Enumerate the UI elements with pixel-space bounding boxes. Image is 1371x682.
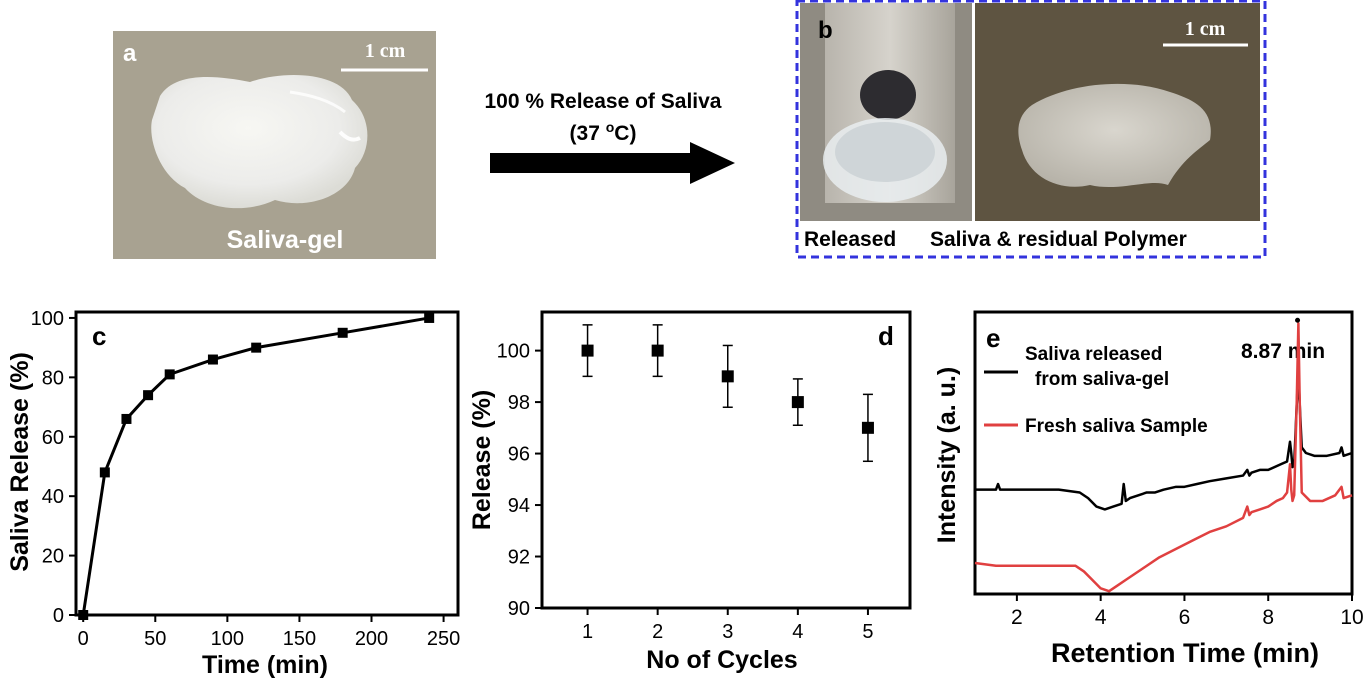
residual-polymer <box>1018 83 1211 188</box>
right-arrow-icon <box>490 142 735 184</box>
chart-c-data-point <box>251 342 262 353</box>
panel-b-caption-left: Released <box>804 228 896 251</box>
chart-c-x-tick-label: 100 <box>211 628 244 650</box>
chart-d-data-point <box>721 370 734 383</box>
chart-c-data-point <box>164 369 175 380</box>
chart-e-legend-label-1a: Saliva released <box>1025 344 1162 365</box>
panel-b-photos: b 1 cm Released Saliva & residual Polyme… <box>795 0 1267 259</box>
chart-c-data-point <box>143 390 154 401</box>
chart-d-x-tick-label: 4 <box>792 621 803 643</box>
chart-c-y-axis-label: Saliva Release (%) <box>6 352 34 572</box>
chart-d: d Release (%) No of Cycles 1 2 3 4 5 90 92 94 96… <box>468 310 912 674</box>
chart-c-x-tick-label: 0 <box>78 628 89 650</box>
chart-d-y-tick-label: 90 <box>508 598 530 620</box>
chart-c-data-point <box>121 413 132 424</box>
chart-c-y-tick-label: 100 <box>31 308 64 330</box>
chart-c-x-tick-label: 250 <box>427 628 460 650</box>
chart-d-x-tick-label: 3 <box>722 621 733 643</box>
chart-c-data-point <box>99 467 110 478</box>
release-arrow-group: 100 % Release of Saliva (37 oC) <box>485 90 735 184</box>
chart-d-x-tick-label: 5 <box>862 621 873 643</box>
chart-e-legend-label-1b: from saliva-gel <box>1035 369 1169 390</box>
chart-d-x-tick-label: 1 <box>582 621 593 643</box>
panel-b-scale-label: 1 cm <box>1185 18 1226 40</box>
chart-e: e Intensity (a. u.) Retention Time (min)… <box>933 310 1364 668</box>
chart-d-data-point <box>651 344 664 357</box>
chart-e-x-tick-label: 4 <box>1095 606 1107 629</box>
chart-e-x-tick-label: 8 <box>1262 606 1274 629</box>
chart-c-data-point <box>78 610 89 620</box>
chart-c-letter: c <box>92 321 106 351</box>
chart-d-y-tick-label: 92 <box>508 547 530 569</box>
chart-c-x-axis-label: Time (min) <box>202 651 328 679</box>
chart-d-x-tick-label: 2 <box>652 621 663 643</box>
chart-d-y-tick-label: 98 <box>508 392 530 414</box>
panel-a-caption: Saliva-gel <box>227 226 344 254</box>
chart-c-data-point <box>207 354 218 365</box>
chart-e-peak-marker <box>1295 317 1301 323</box>
chart-d-y-tick-label: 96 <box>508 444 530 466</box>
chart-c-y-tick-label: 20 <box>42 546 64 568</box>
saliva-gel-blob <box>151 75 368 209</box>
chart-c-data-point <box>337 327 348 338</box>
chart-c-x-tick-label: 150 <box>283 628 316 650</box>
panel-a-scale-label: 1 cm <box>365 40 406 62</box>
chart-d-letter: d <box>878 321 894 351</box>
chart-e-y-axis-label: Intensity (a. u.) <box>933 367 961 543</box>
arrow-label-line2: (37 oC) <box>570 119 637 145</box>
chart-c-y-tick-label: 0 <box>53 605 64 627</box>
chart-e-x-axis-label: Retention Time (min) <box>1051 638 1319 668</box>
chart-d-y-axis-label: Release (%) <box>468 390 496 530</box>
chart-c-x-tick-label: 200 <box>355 628 388 650</box>
chart-c-data-point <box>424 312 435 323</box>
chart-d-plot-frame <box>540 310 912 610</box>
chart-c-y-tick-label: 40 <box>42 486 64 508</box>
chart-e-x-tick-label: 10 <box>1340 606 1363 629</box>
chart-c-y-tick-label: 60 <box>42 427 64 449</box>
chart-d-data-point <box>791 396 804 409</box>
chart-d-y-tick-label: 94 <box>508 495 530 517</box>
chart-d-y-tick-label: 100 <box>497 341 530 363</box>
chart-e-legend-label-2: Fresh saliva Sample <box>1025 416 1208 437</box>
panel-b-letter: b <box>818 17 833 44</box>
chart-c: c Saliva Release (%) Time (min) 0 50 100 15… <box>6 308 460 679</box>
chart-e-peak-annotation: 8.87 min <box>1241 340 1325 363</box>
panel-b-caption-right: Saliva & residual Polymer <box>930 228 1187 251</box>
chart-e-letter: e <box>986 323 1000 353</box>
panel-a-photo: a 1 cm Saliva-gel <box>113 31 436 259</box>
chart-c-y-tick-label: 80 <box>42 367 64 389</box>
chart-e-x-tick-label: 2 <box>1011 606 1023 629</box>
chart-d-data-point <box>581 344 594 357</box>
chart-c-series-line <box>81 316 430 616</box>
arrow-label-line1: 100 % Release of Saliva <box>485 90 722 113</box>
chart-e-x-tick-label: 6 <box>1179 606 1191 629</box>
chart-c-plot-frame <box>74 310 460 617</box>
chart-d-x-axis-label: No of Cycles <box>646 646 797 674</box>
chart-e-series-fresh-line <box>974 322 1353 593</box>
panel-a-letter: a <box>123 40 137 67</box>
chart-c-x-tick-label: 50 <box>144 628 166 650</box>
chart-d-data-point <box>861 421 874 434</box>
panel-b-frame <box>795 0 1267 259</box>
